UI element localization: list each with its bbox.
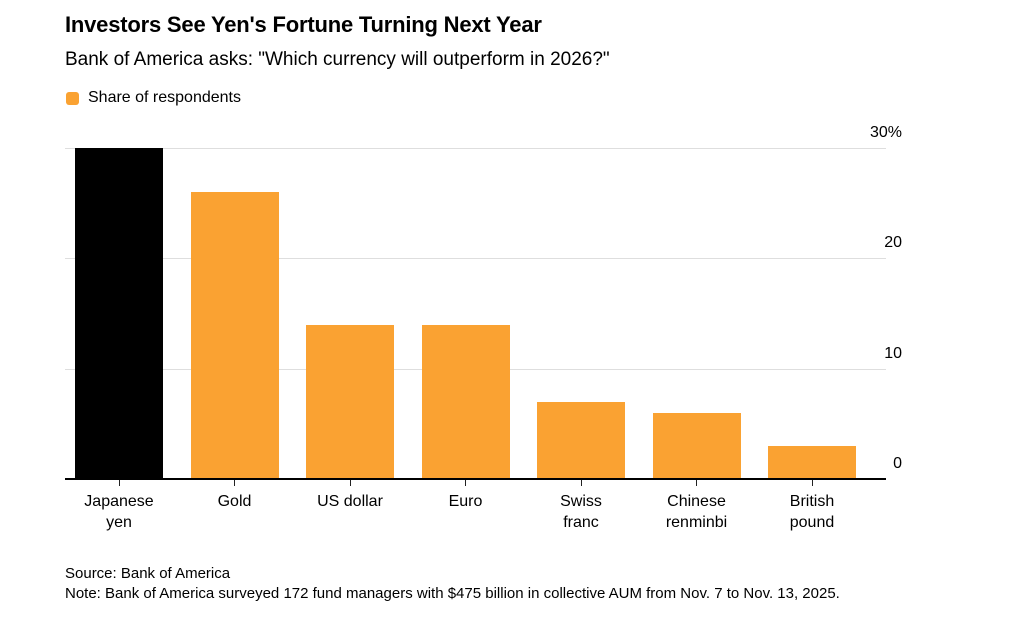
x-tick-label-swiss-franc: Swiss franc [560, 493, 602, 531]
x-axis-line [65, 478, 886, 480]
x-tick-label-british-pound: British pound [789, 493, 835, 531]
x-tick-label-us-dollar: US dollar [317, 493, 383, 510]
plot-area: 30% 20 10 0 Japanese yen Gold US dollar Euro Swi… [65, 125, 902, 531]
legend: Share of respondents [66, 89, 241, 107]
y-tick-label-30: 30% [869, 124, 902, 141]
x-tick-label-japanese-yen: Japanese yen [84, 493, 154, 531]
legend-label: Share of respondents [88, 89, 241, 106]
x-tick-label-gold: Gold [217, 493, 252, 510]
methodology-note: Note: Bank of America surveyed 172 fund … [65, 585, 840, 602]
bar-us-dollar [306, 324, 394, 479]
gridline-30 [65, 148, 886, 149]
footnotes: Source: Bank of America Note: Bank of Am… [65, 564, 910, 604]
y-tick-label-20: 20 [884, 234, 902, 252]
chart-title: Investors See Yen's Fortune Turning Next… [65, 12, 542, 37]
bar-euro [421, 324, 510, 479]
x-axis-tick-us-dollar [349, 480, 351, 486]
chart-subtitle: Bank of America asks: "Which currency wi… [65, 49, 610, 70]
y-tick-label-10: 10 [884, 344, 902, 362]
legend-swatch-icon [66, 91, 79, 105]
x-axis-tick-british-pound [811, 480, 813, 486]
bar-gold [190, 192, 279, 479]
x-axis-tick-gold [234, 480, 235, 486]
source-note: Source: Bank of America [65, 565, 231, 582]
y-tick-label-0: 0 [893, 455, 902, 472]
x-axis-tick-japanese-yen [118, 480, 120, 486]
x-tick-label-euro: Euro [448, 493, 483, 510]
x-axis-tick-euro [465, 480, 466, 486]
x-axis-tick-swiss-franc [580, 480, 582, 486]
x-axis-tick-chinese-renminbi [696, 480, 697, 486]
bar-british-pound [768, 445, 856, 479]
bar-chinese-renminbi [652, 412, 741, 479]
bar-swiss-franc [537, 401, 625, 479]
x-tick-label-chinese-renminbi: Chinese renminbi [665, 493, 728, 531]
bar-japanese-yen [75, 148, 163, 479]
gridline-20 [65, 258, 886, 260]
